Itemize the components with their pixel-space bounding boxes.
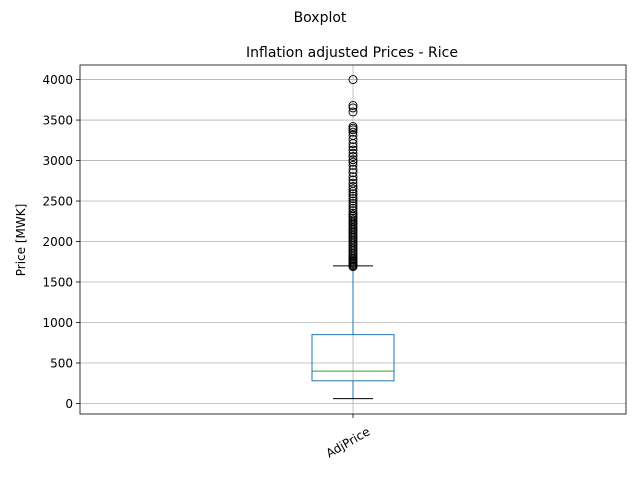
outlier-point [348,160,358,170]
outlier-point [348,127,358,137]
outlier-point [348,191,358,201]
outlier-point [348,107,358,117]
axes: 0 500 1000 1500 2000 2500 3000 3500 4000 AdjPrice [42,64,627,461]
outlier-point [348,184,358,194]
outlier-point [348,208,358,218]
y-tick-label: 3000 [42,154,73,168]
y-tick-label: 3500 [42,114,73,128]
outlier-point [348,201,358,211]
outlier-point [348,168,358,178]
outlier-point [348,103,358,113]
outlier-point [348,199,358,208]
chart-title: Inflation adjusted Prices - Rice [246,45,458,61]
outlier-point [348,178,358,188]
outlier-point [348,157,358,167]
outlier-point [348,135,358,144]
outlier-point [348,142,358,152]
outlier-point [348,75,358,85]
outlier-point [348,101,358,110]
outlier-point [348,203,358,213]
outlier-point [348,145,358,155]
plot-area [311,75,395,400]
suptitle: Boxplot [294,10,347,26]
outlier-point [348,206,358,216]
y-tick-label: 0 [65,397,73,411]
outlier-point [348,182,358,191]
outlier-point [348,165,358,174]
outlier-point [348,196,358,206]
outlier-point [348,148,358,158]
y-tick-label: 2000 [42,235,73,249]
y-tick-label: 2500 [42,195,73,209]
outlier-point [348,175,358,185]
outlier-point [348,152,358,161]
y-axis-label: Price [MWK] [14,204,28,277]
outlier-point [348,172,358,182]
x-tick-label: AdjPrice [324,424,373,460]
y-tick-label: 1500 [42,276,73,290]
y-tick-label: 500 [50,356,73,370]
y-tick-label: 4000 [42,73,73,87]
outlier-point [348,130,358,140]
iqr-box [311,334,395,382]
outlier-point [348,194,358,204]
outlier-point [348,155,358,165]
y-tick-label: 1000 [42,316,73,330]
outlier-point [348,122,358,131]
outlier-point [348,189,358,199]
